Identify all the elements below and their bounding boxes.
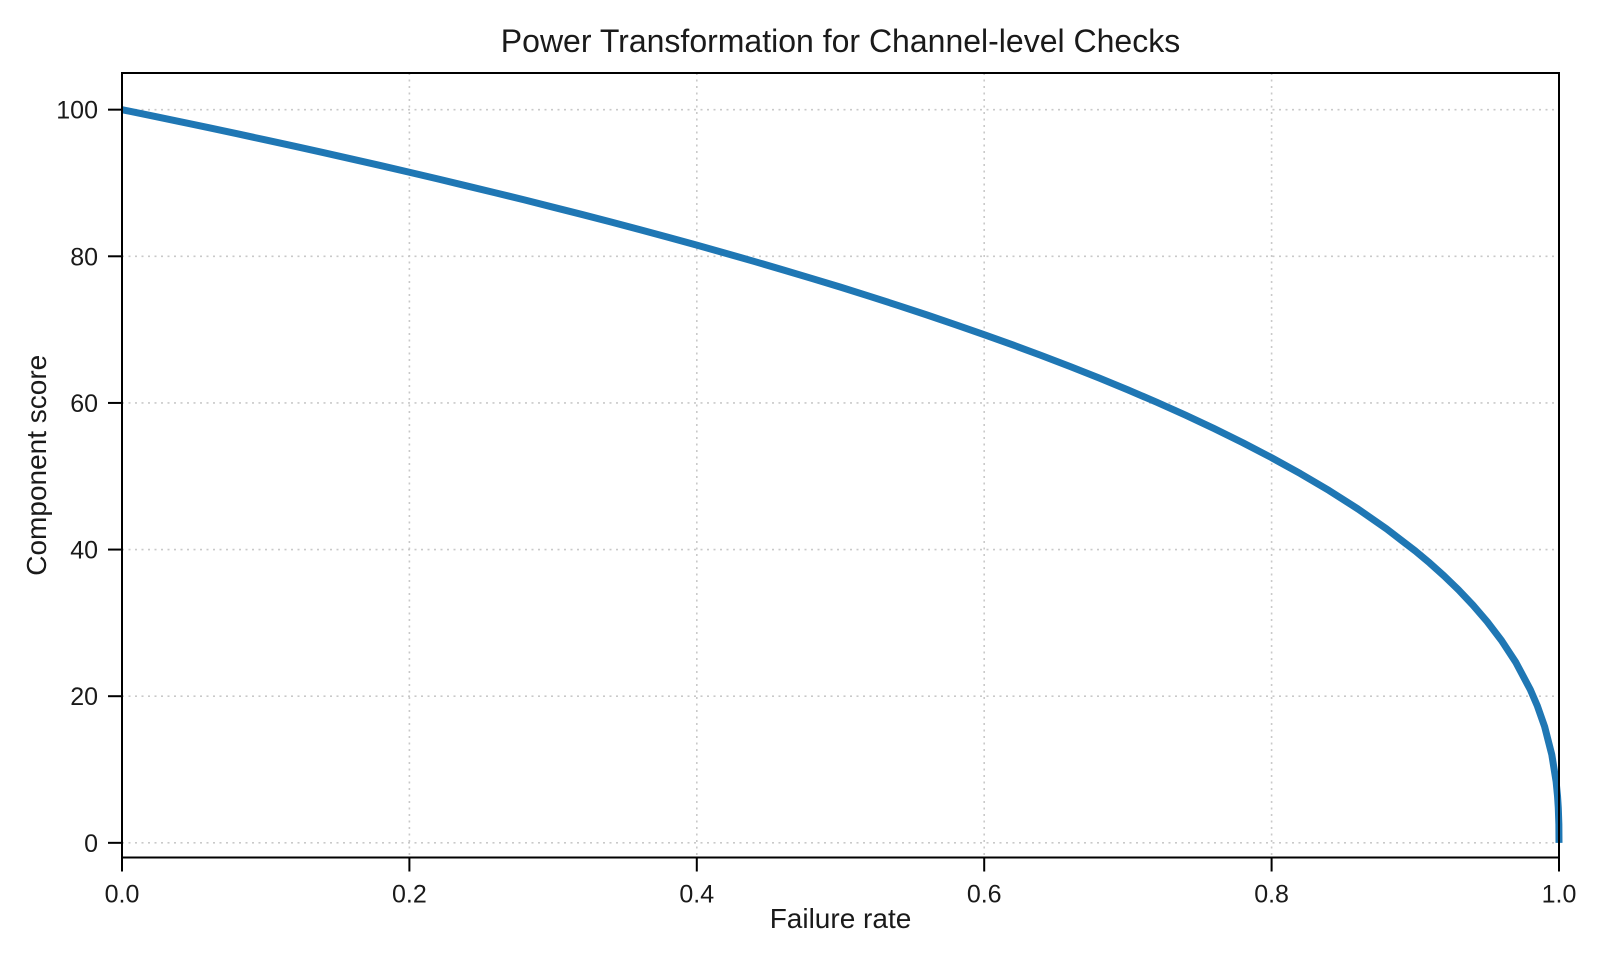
x-tick-label: 0.4 (679, 881, 714, 909)
plot-border (121, 72, 1560, 859)
grid-layer (121, 73, 1560, 858)
y-axis-tick-labels: 0 20 40 60 80 100 (56, 97, 98, 858)
series-layer (121, 106, 1563, 843)
x-tick-label: 0.8 (1254, 881, 1289, 909)
x-axis-tick-labels: 0.0 0.2 0.4 0.6 0.8 1.0 (105, 881, 1577, 909)
y-tick-label: 60 (70, 390, 98, 418)
x-tick-label: 0.2 (392, 881, 427, 909)
y-tick-label: 20 (70, 683, 98, 711)
series-line (121, 106, 1563, 843)
x-axis-ticks (121, 857, 1560, 872)
x-axis-label: Failure rate (770, 903, 912, 934)
x-tick-label: 1.0 (1542, 881, 1577, 909)
x-tick-label: 0.0 (105, 881, 140, 909)
y-tick-label: 80 (70, 243, 98, 271)
chart-title: Power Transformation for Channel-level C… (501, 23, 1180, 59)
y-axis-label: Component score (21, 355, 52, 576)
y-axis-ticks (108, 108, 122, 844)
y-tick-label: 0 (84, 830, 98, 858)
y-tick-label: 100 (56, 97, 98, 125)
x-tick-label: 0.6 (967, 881, 1002, 909)
y-tick-label: 40 (70, 537, 98, 565)
